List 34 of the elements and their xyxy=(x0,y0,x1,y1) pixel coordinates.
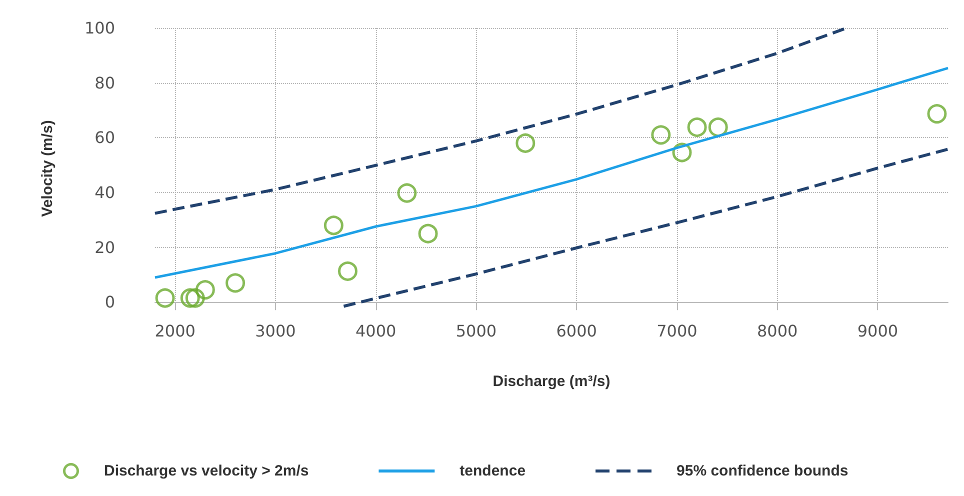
point xyxy=(324,216,344,236)
x-tick-label: 8000 xyxy=(756,322,798,340)
y-axis-title: Velocity (m/s) xyxy=(39,120,56,217)
x-tick-label: 4000 xyxy=(355,322,396,340)
x-axis-title: Discharge (m³/s) xyxy=(492,373,610,390)
legend-label: 95% confidence bounds xyxy=(676,462,848,480)
point xyxy=(195,280,215,300)
x-tick-label: 9000 xyxy=(857,322,898,340)
y-tick-label: 40 xyxy=(94,182,115,202)
line-series xyxy=(154,66,950,279)
point xyxy=(397,183,417,203)
legend-label: Discharge vs velocity > 2m/s xyxy=(104,462,309,480)
y-tick-label: 20 xyxy=(94,238,115,257)
y-tick-label: 80 xyxy=(94,73,115,92)
point xyxy=(516,133,536,153)
x-tick-label: 3000 xyxy=(255,322,296,340)
x-tick-label: 5000 xyxy=(456,322,497,340)
x-tick-label: 6000 xyxy=(556,322,597,340)
y-tick-label: 0 xyxy=(104,292,115,312)
legend-label: tendence xyxy=(460,462,526,480)
x-tick-label: 7000 xyxy=(656,322,698,340)
y-tick-label: 100 xyxy=(84,18,115,38)
x-tick-label: 2000 xyxy=(154,322,196,340)
point xyxy=(651,125,671,145)
point xyxy=(338,261,358,281)
point xyxy=(185,288,205,308)
point xyxy=(687,117,707,137)
point xyxy=(927,104,947,124)
y-tick-label: 60 xyxy=(94,128,115,148)
point xyxy=(155,288,175,308)
line-series xyxy=(342,148,950,308)
point xyxy=(226,273,246,293)
point xyxy=(418,224,438,244)
point xyxy=(180,288,200,308)
